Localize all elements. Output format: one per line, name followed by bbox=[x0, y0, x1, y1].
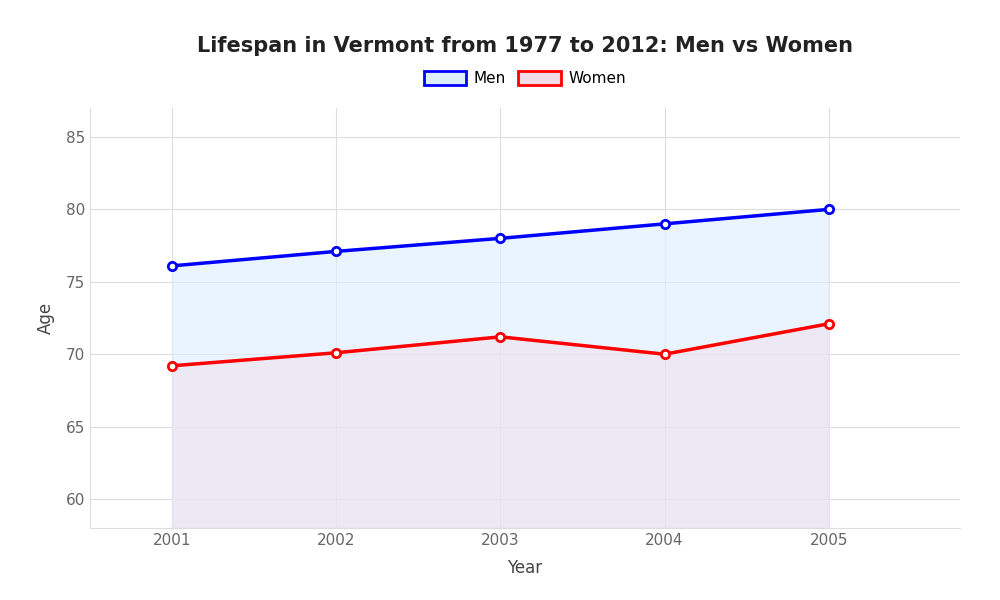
X-axis label: Year: Year bbox=[507, 559, 543, 577]
Legend: Men, Women: Men, Women bbox=[417, 65, 633, 92]
Y-axis label: Age: Age bbox=[37, 302, 55, 334]
Title: Lifespan in Vermont from 1977 to 2012: Men vs Women: Lifespan in Vermont from 1977 to 2012: M… bbox=[197, 37, 853, 56]
